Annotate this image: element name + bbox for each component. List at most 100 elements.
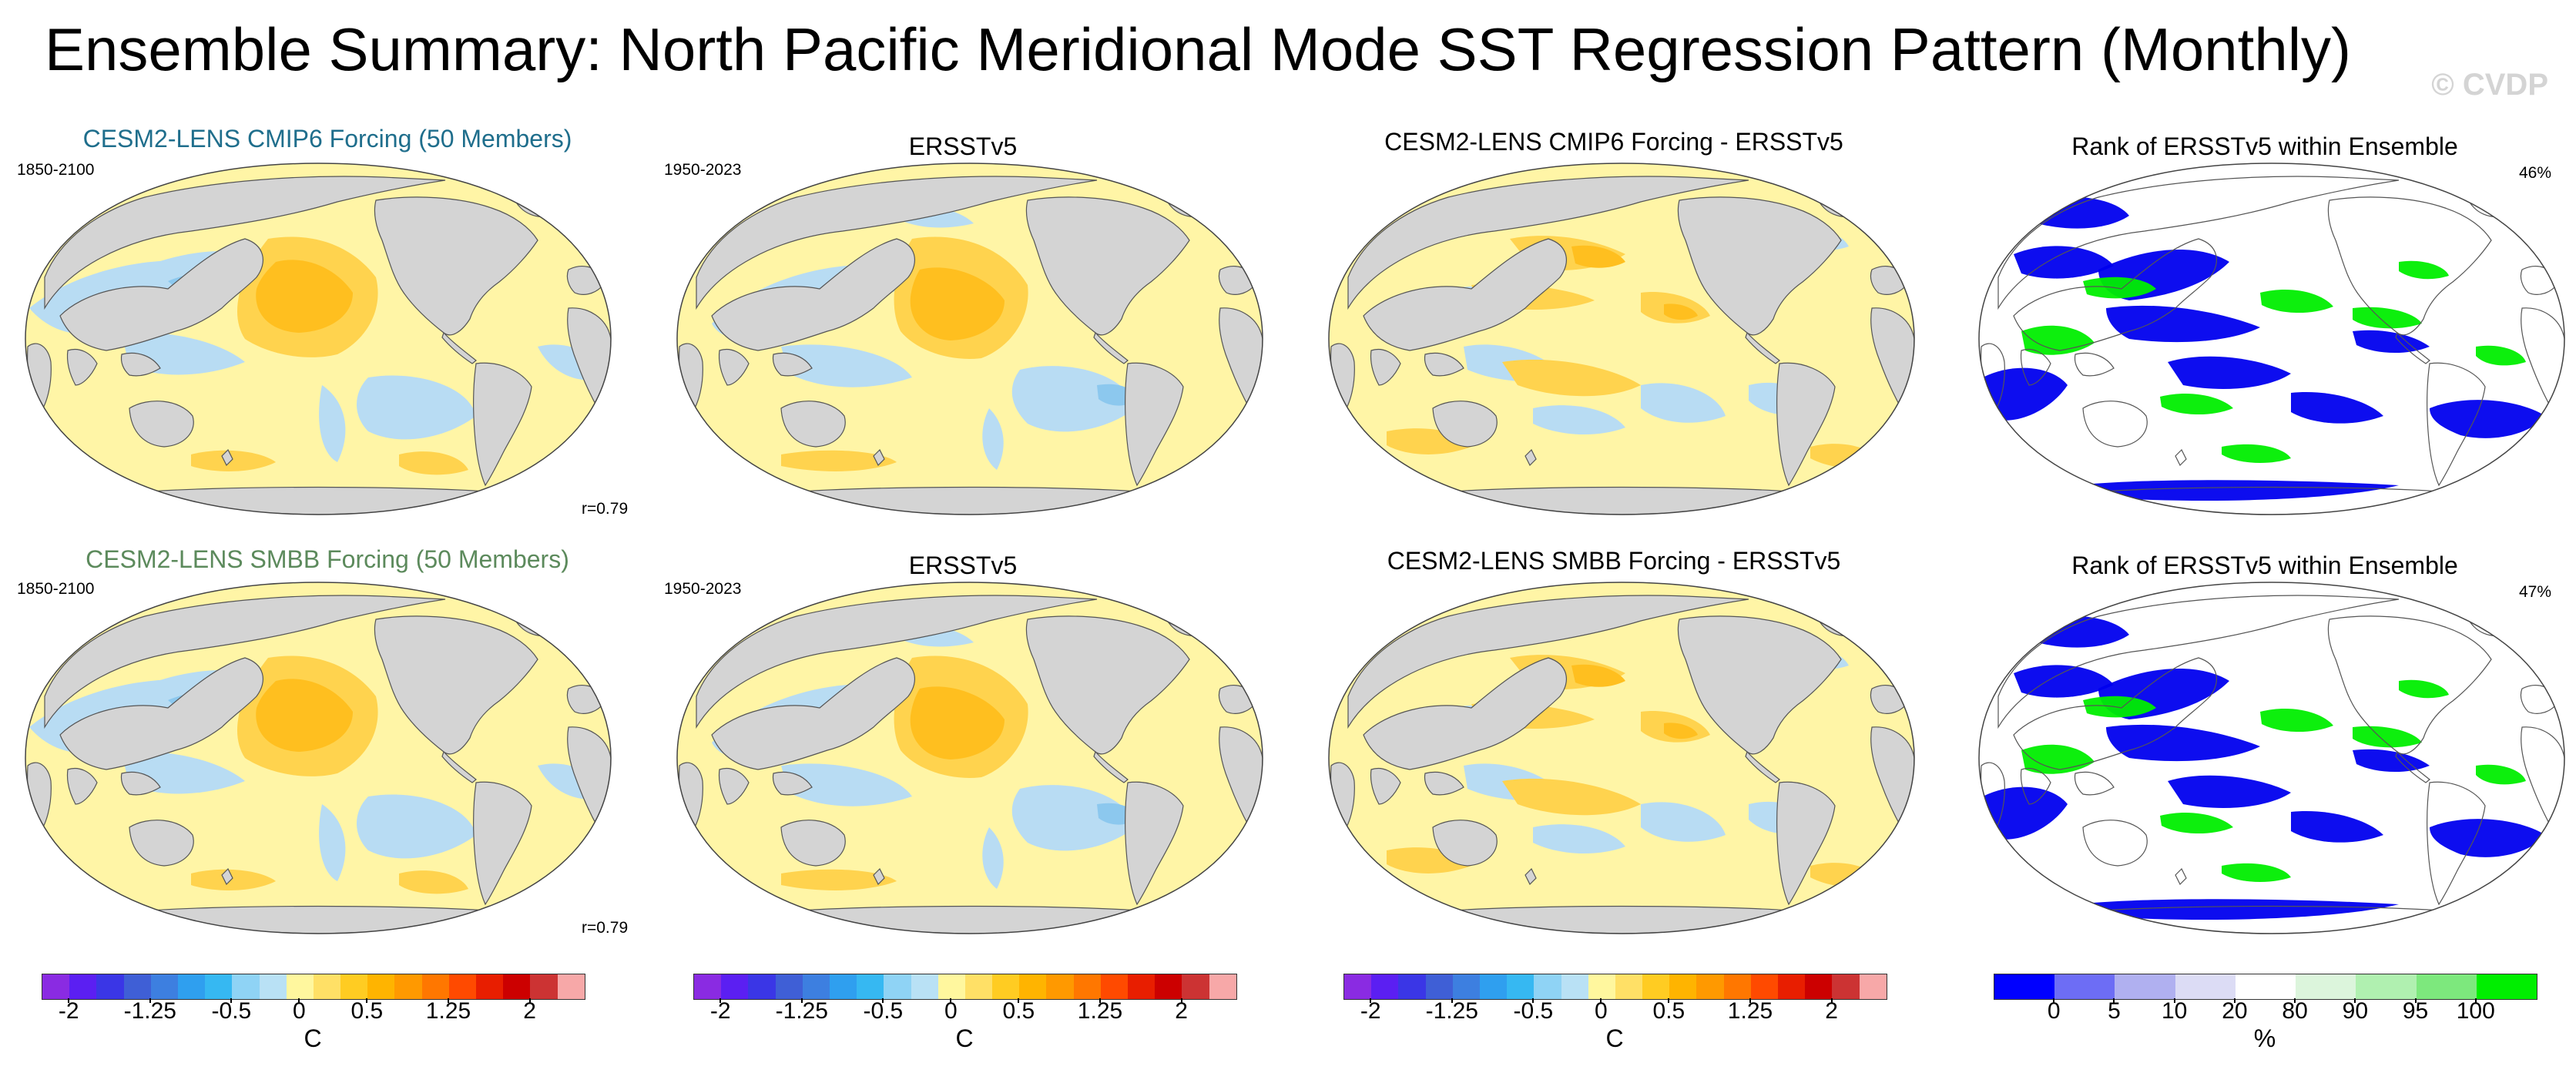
continent-outline: [59, 657, 263, 770]
continent-outline: [441, 750, 477, 783]
colorbar-unit-3: C: [1605, 1024, 1624, 1052]
colorbar-swatch: [2296, 974, 2356, 999]
continent-outline: [2327, 196, 2492, 336]
colorbar-swatch: [1019, 974, 1047, 999]
colorbar-swatch: [150, 974, 178, 999]
continent-outline: [1424, 771, 1464, 796]
continent-outline: [2082, 820, 2148, 867]
continent-outline: [473, 781, 532, 906]
colorbar-tick-label: -1.25: [775, 998, 828, 1024]
continent-outline: [2427, 781, 2486, 906]
colorbar-tick-label: -2: [58, 998, 79, 1024]
colorbar-tick-label: -0.5: [211, 998, 252, 1024]
colorbar-tick: [1532, 998, 1535, 1003]
positive-anomaly-region: [256, 679, 353, 752]
negative-anomaly-region: [2168, 356, 2291, 389]
continent-outline: [374, 196, 538, 336]
colorbar-swatch: [1642, 974, 1670, 999]
positive-anomaly-region: [2083, 277, 2156, 299]
colorbar-swatch: [1452, 974, 1480, 999]
continent-outline: [1363, 657, 1567, 770]
negative-anomaly-region: [1641, 383, 1726, 423]
colorbar-swatch: [123, 974, 151, 999]
colorbar-swatch: [1507, 974, 1535, 999]
colorbar-swatch: [2476, 974, 2537, 999]
continent-outline: [1776, 362, 1836, 487]
colorbar-tick-label: 10: [2161, 998, 2188, 1024]
continent-outline: [1347, 595, 1749, 729]
colorbar-tick-label: -0.5: [863, 998, 904, 1024]
colorbar-swatch: [1723, 974, 1751, 999]
colorbar-tick-label: 0.5: [351, 998, 384, 1024]
colorbar-swatch: [884, 974, 911, 999]
continent-outline: [120, 352, 161, 377]
colorbar-swatch: [775, 974, 803, 999]
negative-anomaly-region: [2168, 775, 2291, 808]
colorbar-swatch: [1696, 974, 1724, 999]
continent-outline: [1997, 176, 2400, 310]
continent-outline: [718, 348, 750, 386]
colorbar-tick: [68, 998, 70, 1003]
colorbar-unit-2: C: [955, 1024, 974, 1052]
colorbar-swatch: [205, 974, 233, 999]
positive-anomaly-region: [2399, 260, 2449, 280]
map-field-layer: [677, 582, 1263, 934]
positive-anomaly-region: [399, 451, 468, 475]
positive-anomaly-region: [1571, 245, 1625, 268]
map-border: [25, 582, 612, 934]
continent-outline: [1431, 486, 1813, 515]
colorbar-tick-label: 100: [2456, 998, 2495, 1024]
colorbar-swatch: [476, 974, 504, 999]
period-label-smbb: 1850-2100: [17, 580, 95, 598]
negative-anomaly-region: [2430, 819, 2545, 857]
colorbar-tick-label: 0.5: [1652, 998, 1685, 1024]
colorbar-swatch: [96, 974, 124, 999]
colorbar-tick: [149, 998, 151, 1003]
map-border: [1978, 582, 2565, 934]
negative-anomaly-region: [2353, 330, 2430, 354]
colorbar-swatch: [748, 974, 776, 999]
colorbar-tick: [2354, 998, 2356, 1003]
cvdp-watermark: © CVDP: [2431, 68, 2548, 102]
negative-anomaly-region: [2075, 480, 2399, 501]
colorbar-swatch: [1615, 974, 1643, 999]
continent-outline: [1347, 176, 1749, 310]
colorbar-swatch: [367, 974, 395, 999]
colorbar-swatch: [340, 974, 368, 999]
colorbar-tick: [2474, 998, 2477, 1003]
colorbar-tick: [2173, 998, 2175, 1003]
colorbar-swatch: [829, 974, 857, 999]
positive-anomaly-region: [781, 869, 897, 890]
map-field-layer: [677, 163, 1263, 515]
positive-anomaly-region: [191, 450, 276, 471]
colorbar-swatch: [2235, 974, 2296, 999]
colorbar-sst-1: [42, 974, 585, 1000]
positive-anomaly-region: [2083, 696, 2156, 718]
colorbar-swatch: [2115, 974, 2175, 999]
negative-anomaly-region: [2353, 749, 2430, 773]
colorbar-swatch: [421, 974, 449, 999]
rank-percent-2: 47%: [2519, 583, 2552, 601]
continent-outline: [1745, 331, 1780, 364]
continent-outline: [1524, 867, 1537, 886]
negative-anomaly-region: [781, 344, 912, 387]
continent-outline: [44, 176, 446, 310]
colorbar-swatch: [1100, 974, 1128, 999]
negative-anomaly-region: [2106, 724, 2260, 762]
colorbar-tick-label: 95: [2402, 998, 2429, 1024]
colorbar-tick: [2053, 998, 2055, 1003]
negative-anomaly-region: [319, 804, 346, 881]
colorbar-unit-1: C: [304, 1024, 322, 1052]
continent-outline: [2395, 750, 2430, 783]
continent-outline: [2327, 615, 2492, 755]
continent-outline: [1093, 750, 1129, 783]
panel-title-ersst-2: ERSSTv5: [908, 552, 1018, 579]
continent-outline: [127, 486, 509, 515]
colorbar-swatch: [1128, 974, 1156, 999]
colorbar-swatch: [1994, 974, 2055, 999]
continent-outline: [1431, 905, 1813, 934]
colorbar-swatch: [1669, 974, 1697, 999]
positive-anomaly-region: [1502, 778, 1641, 816]
negative-anomaly-region: [357, 375, 476, 440]
ocean-background: [1979, 582, 2564, 934]
